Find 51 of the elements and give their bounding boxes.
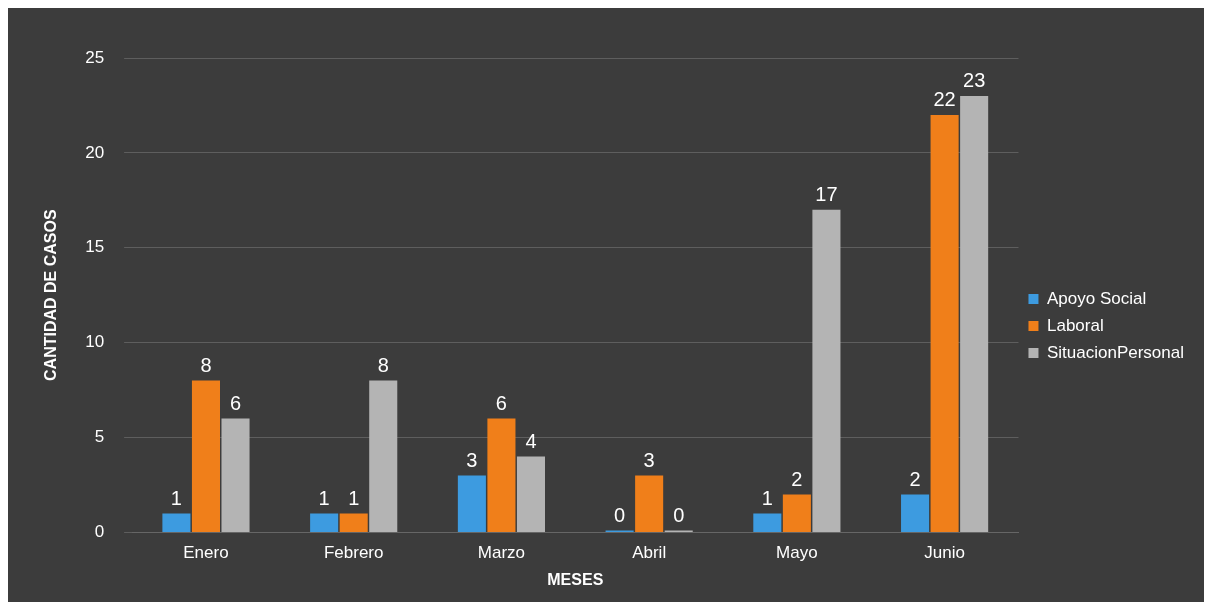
x-tick-label: Febrero [323,543,384,563]
x-tick-label: Marzo [477,543,526,563]
data-label: 17 [815,183,838,206]
bar [221,418,250,532]
legend-label: Laboral [1046,315,1104,335]
data-label: 6 [229,392,242,415]
data-label: 2 [909,467,921,490]
x-tick-label: Mayo [776,543,818,563]
data-label: 3 [466,448,478,471]
data-label: 3 [643,448,655,471]
bar [339,513,368,532]
bar [487,418,516,532]
y-tick-label: 15 [85,237,105,257]
x-tick-label: Enero [183,543,229,563]
bar [960,95,989,532]
x-tick-label: Junio [924,543,965,563]
bar [310,513,339,532]
data-label: 0 [614,503,626,526]
bar [516,456,546,532]
data-label: 1 [318,486,330,509]
data-label: 8 [200,354,212,377]
data-label: 23 [963,69,986,92]
data-label: 8 [377,354,389,377]
data-label: 0 [673,503,685,526]
legend-label: Apoyo Social [1046,288,1147,308]
data-label: 2 [791,467,803,490]
x-axis-title: MESES [547,570,604,588]
bar [635,475,664,532]
y-tick-label: 10 [85,332,105,352]
y-tick-label: 0 [94,522,105,542]
bar [812,209,841,532]
bar [191,380,221,532]
bar [930,114,959,532]
bar [162,513,191,532]
y-axis-title: CANTIDAD DE CASOS [42,209,60,381]
bar [753,513,782,532]
data-label: 22 [933,88,956,111]
x-tick-label: Abril [632,543,667,563]
legend-label: SituacionPersonal [1046,342,1184,362]
data-label: 4 [525,430,537,453]
y-tick-label: 5 [94,427,105,447]
data-label: 1 [170,486,182,509]
bar [369,380,398,532]
data-label: 1 [348,486,360,509]
bar [782,494,811,532]
data-label: 1 [761,486,773,509]
bar [457,475,486,532]
data-label: 6 [495,392,507,415]
y-tick-label: 20 [85,142,105,162]
y-tick-label: 25 [85,47,105,67]
bar [901,494,930,532]
